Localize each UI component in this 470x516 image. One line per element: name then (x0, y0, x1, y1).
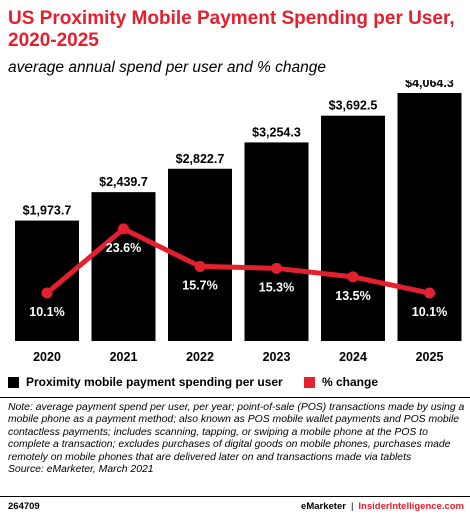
percent-point-2022 (194, 260, 206, 272)
note-text: Note: average payment spend per user, pe… (8, 402, 465, 463)
bar-label-2023: $3,254.3 (252, 125, 301, 139)
percent-point-2024 (347, 271, 359, 283)
bar-value-labels: $1,973.7 $2,439.7 $2,822.7 $3,254.3 $3,692.5… (23, 80, 454, 218)
percent-label-2025: 10.1% (412, 305, 447, 319)
legend-label-percent-change: % change (322, 375, 379, 389)
percent-label-2020: 10.1% (29, 305, 64, 319)
legend-label-spending: Proximity mobile payment spending per us… (26, 375, 283, 389)
chart-id: 264709 (8, 501, 40, 512)
bar-label-2025: $4,064.3 (405, 80, 454, 90)
legend-swatch-spending (8, 376, 19, 388)
bar-line-chart: $1,973.7 $2,439.7 $2,822.7 $3,254.3 $3,692.5… (15, 80, 462, 364)
x-tick-2025: 2025 (416, 350, 444, 364)
bar-label-2024: $3,692.5 (329, 99, 378, 113)
chart-note: Note: average payment spend per user, pe… (8, 402, 466, 476)
bar-label-2020: $1,973.7 (23, 204, 72, 218)
bar-2021 (91, 192, 156, 341)
chart-title: US Proximity Mobile Payment Spending per… (8, 8, 455, 51)
percent-change-line (44, 226, 432, 296)
legend-item-percent-change: % change (304, 374, 378, 390)
bar-label-2022: $2,822.7 (176, 152, 225, 166)
percent-label-2022: 15.7% (182, 278, 217, 292)
x-tick-2024: 2024 (339, 350, 367, 364)
percent-label-2021: 23.6% (106, 241, 141, 255)
bar-2023 (244, 142, 309, 341)
legend: Proximity mobile payment spending per us… (8, 374, 464, 390)
percent-change-series (44, 226, 432, 296)
percent-change-points (41, 223, 435, 299)
x-tick-2022: 2022 (186, 350, 214, 364)
percent-change-labels: 10.1% 23.6% 15.7% 15.3% 13.5% 10.1% (29, 241, 447, 319)
legend-item-spending: Proximity mobile payment spending per us… (8, 374, 283, 390)
chart-subtitle: average annual spend per user and % chan… (8, 59, 326, 76)
bar-2020 (15, 220, 79, 341)
percent-label-2024: 13.5% (335, 289, 370, 303)
x-tick-2023: 2023 (263, 350, 291, 364)
bar-label-2021: $2,439.7 (99, 175, 148, 189)
brand-separator: | (350, 501, 354, 512)
footer-brand: eMarketer | InsiderIntelligence.com (301, 500, 464, 514)
footer: 264709 eMarketer | InsiderIntelligence.com (8, 500, 464, 514)
percent-point-2020 (41, 287, 53, 299)
x-tick-2020: 2020 (33, 350, 61, 364)
x-tick-2021: 2021 (110, 350, 138, 364)
legend-swatch-percent-change (304, 376, 315, 388)
bar-2025 (397, 93, 462, 341)
note-source: Source: eMarketer, March 2021 (8, 464, 154, 476)
bar-2024 (321, 115, 385, 341)
divider-bottom (0, 496, 470, 497)
divider-top (0, 397, 470, 398)
x-axis-tick-labels: 2020 2021 2022 2023 2024 2025 (33, 350, 443, 364)
percent-point-2021 (118, 223, 129, 235)
percent-point-2025 (424, 287, 435, 299)
brand-site: InsiderIntelligence.com (358, 501, 464, 512)
percent-point-2023 (271, 262, 282, 274)
bar-series (15, 93, 462, 341)
percent-label-2023: 15.3% (259, 280, 294, 294)
brand-emarketer: eMarketer (301, 501, 346, 512)
